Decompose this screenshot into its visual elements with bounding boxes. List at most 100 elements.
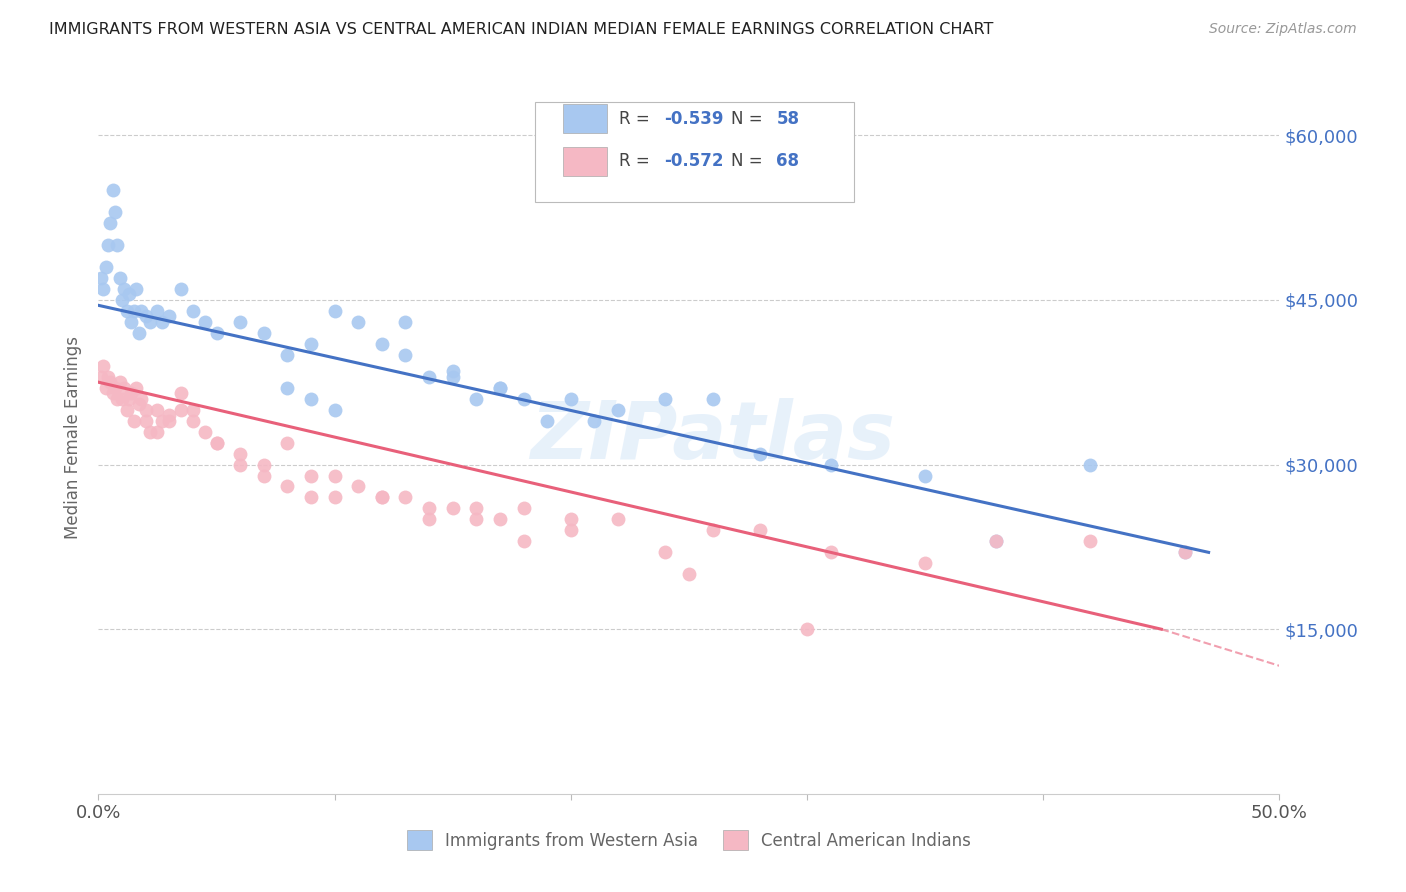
Point: [101, 183, 124, 197]
Point: [748, 446, 770, 460]
Point: [536, 414, 558, 428]
Point: [111, 392, 134, 406]
Point: [150, 414, 173, 428]
Point: [118, 287, 141, 301]
Point: [157, 310, 180, 324]
Point: [441, 501, 464, 516]
Point: [371, 491, 394, 505]
Point: [560, 512, 582, 526]
Point: [128, 326, 150, 340]
Point: [121, 386, 143, 401]
Point: [371, 336, 394, 351]
Point: [465, 392, 488, 406]
Point: [146, 303, 169, 318]
Point: [253, 468, 276, 483]
Point: [560, 524, 582, 538]
Point: [121, 315, 143, 329]
Point: [194, 315, 217, 329]
Point: [465, 501, 488, 516]
Point: [229, 446, 252, 460]
Point: [607, 512, 630, 526]
Point: [111, 293, 134, 307]
Point: [418, 512, 440, 526]
Point: [489, 381, 512, 395]
Point: [276, 479, 298, 493]
Point: [94, 260, 117, 274]
Point: [170, 282, 193, 296]
Point: [112, 381, 135, 395]
Point: [91, 359, 114, 373]
Point: [105, 392, 128, 406]
Point: [678, 567, 700, 582]
Point: [90, 271, 112, 285]
Point: [1080, 534, 1102, 549]
Point: [347, 315, 370, 329]
Point: [135, 402, 157, 417]
Point: [157, 408, 180, 422]
Point: [820, 458, 842, 472]
Point: [560, 392, 582, 406]
Point: [205, 435, 228, 450]
Point: [105, 238, 128, 252]
Point: [125, 282, 148, 296]
Point: [748, 524, 770, 538]
Point: [115, 303, 138, 318]
Point: [323, 303, 346, 318]
Text: 68: 68: [776, 153, 800, 170]
Point: [914, 557, 936, 571]
Point: [299, 491, 322, 505]
Point: [104, 205, 127, 219]
Point: [104, 381, 127, 395]
Point: [181, 402, 204, 417]
Point: [276, 435, 298, 450]
Point: [97, 369, 120, 384]
Point: [418, 501, 440, 516]
Point: [489, 381, 512, 395]
Point: [90, 369, 112, 384]
Point: [98, 375, 121, 389]
Text: N =: N =: [731, 153, 768, 170]
Point: [394, 348, 416, 362]
Point: [94, 381, 117, 395]
Point: [108, 375, 131, 389]
Point: [371, 491, 394, 505]
Point: [128, 397, 150, 411]
Point: [194, 425, 217, 439]
Point: [654, 545, 676, 559]
Point: [323, 468, 346, 483]
Point: [394, 491, 416, 505]
Point: [253, 326, 276, 340]
Point: [170, 402, 193, 417]
Point: [512, 534, 534, 549]
Point: [108, 271, 131, 285]
Text: R =: R =: [619, 153, 655, 170]
Legend: Immigrants from Western Asia, Central American Indians: Immigrants from Western Asia, Central Am…: [399, 823, 979, 857]
Point: [607, 402, 630, 417]
Point: [122, 414, 145, 428]
Text: IMMIGRANTS FROM WESTERN ASIA VS CENTRAL AMERICAN INDIAN MEDIAN FEMALE EARNINGS C: IMMIGRANTS FROM WESTERN ASIA VS CENTRAL …: [49, 22, 994, 37]
Point: [820, 545, 842, 559]
Point: [299, 336, 322, 351]
Text: -0.539: -0.539: [664, 110, 724, 128]
Point: [170, 386, 193, 401]
Text: -0.572: -0.572: [664, 153, 724, 170]
Point: [394, 315, 416, 329]
FancyBboxPatch shape: [536, 102, 855, 202]
Point: [1174, 545, 1197, 559]
Point: [984, 534, 1007, 549]
Point: [654, 392, 676, 406]
Point: [125, 381, 148, 395]
Point: [299, 392, 322, 406]
Point: [583, 414, 606, 428]
Point: [465, 512, 488, 526]
Point: [150, 315, 173, 329]
Point: [229, 458, 252, 472]
Point: [1080, 458, 1102, 472]
Point: [205, 435, 228, 450]
Point: [441, 369, 464, 384]
Point: [276, 381, 298, 395]
Point: [702, 524, 724, 538]
Point: [253, 458, 276, 472]
Point: [112, 282, 135, 296]
Point: [129, 392, 152, 406]
